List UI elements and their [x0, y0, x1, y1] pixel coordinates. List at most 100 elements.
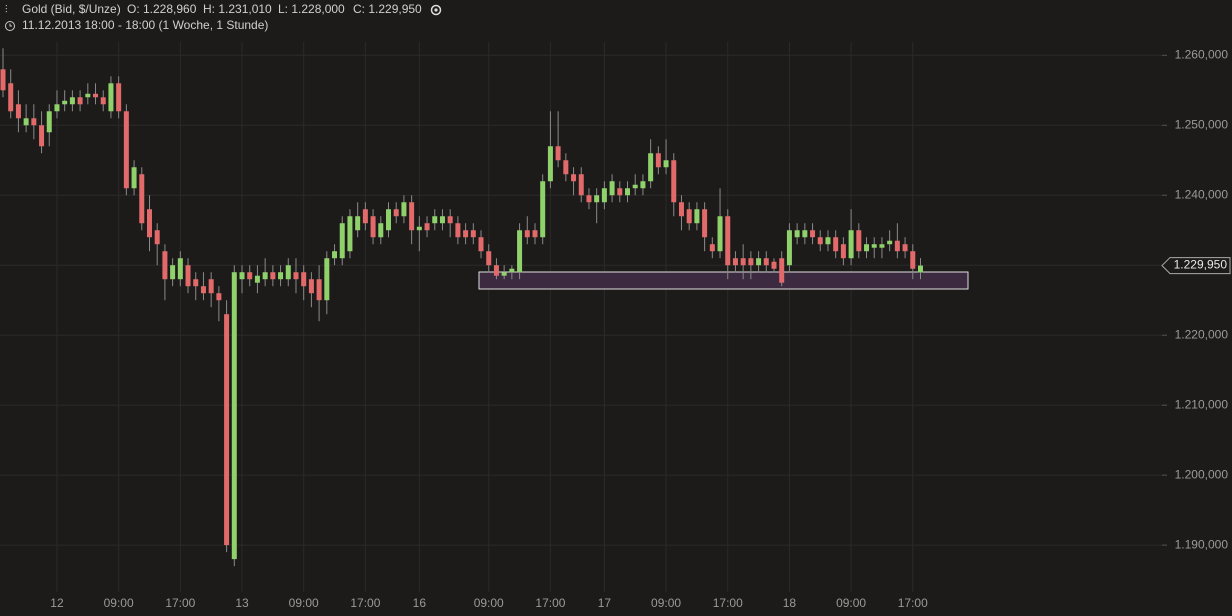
range-annotation: [478, 271, 969, 290]
candle-body: [432, 216, 438, 224]
y-tick-label: 1.260,000: [1175, 47, 1229, 61]
y-axis: 1.190,0001.200,0001.210,0001.220,0001.23…: [50, 47, 1231, 610]
candle-body: [77, 97, 83, 105]
settings-icon[interactable]: [430, 4, 442, 16]
candle-body: [177, 258, 183, 280]
candle-body: [93, 93, 99, 98]
candle-body: [763, 258, 769, 266]
header: ⫶ Gold (Bid, $/Unze) O: 1.228,960 H: 1.2…: [5, 2, 442, 32]
candle-body: [609, 181, 615, 196]
candle-body: [285, 265, 291, 280]
x-tick-label: 12: [50, 596, 64, 610]
candle-body: [640, 181, 646, 189]
candle-body: [540, 181, 546, 238]
x-tick-label: 17: [598, 596, 612, 610]
candle-body: [771, 261, 777, 269]
candle-body: [378, 223, 384, 238]
candle-body: [555, 146, 561, 161]
candle-body: [85, 93, 91, 98]
settings-icon-dot: [434, 8, 438, 12]
candle-body: [501, 272, 507, 276]
candle-body: [262, 272, 268, 280]
candle-body: [254, 275, 260, 283]
candle-body: [686, 209, 692, 224]
candle-body: [154, 230, 160, 245]
summary-open: O: 1.228,960: [127, 2, 197, 16]
candle-body: [848, 230, 854, 259]
y-tick-label: 1.220,000: [1175, 327, 1229, 341]
y-tick-label: 1.210,000: [1175, 397, 1229, 411]
candle-body: [131, 167, 137, 189]
candle-body: [709, 244, 715, 252]
candle-body: [794, 230, 800, 238]
y-tick-label: 1.200,000: [1175, 467, 1229, 481]
candle-body: [524, 230, 530, 238]
candle-body: [316, 279, 322, 301]
candle-body: [817, 237, 823, 245]
x-tick-label: 17:00: [713, 596, 743, 610]
candle-body: [478, 237, 484, 252]
x-tick-label: 13: [235, 596, 249, 610]
candle-body: [571, 174, 577, 182]
candle-body: [123, 111, 129, 189]
x-tick-label: 17:00: [535, 596, 565, 610]
candle-body: [648, 153, 654, 182]
candle-body: [23, 118, 29, 126]
candle-body: [278, 272, 284, 280]
x-tick-label: 09:00: [289, 596, 319, 610]
candle-body: [439, 216, 445, 224]
x-tick-label: 18: [783, 596, 797, 610]
summary-high: H: 1.231,010: [203, 2, 272, 16]
candle-body: [717, 216, 723, 252]
x-tick-label: 09:00: [836, 596, 866, 610]
candle-body: [170, 265, 176, 280]
candle-body: [655, 153, 661, 168]
candle-body: [802, 230, 808, 238]
candle-body: [54, 104, 60, 112]
candle-body: [517, 230, 523, 273]
candle-body: [694, 209, 700, 224]
candle-body: [15, 104, 21, 119]
candle-body: [39, 125, 45, 147]
candle-body: [532, 230, 538, 238]
candle-body: [563, 160, 569, 175]
x-tick-label: 09:00: [104, 596, 134, 610]
candle-body: [270, 272, 276, 280]
candle-body: [69, 97, 75, 105]
candle-body: [146, 209, 152, 238]
candle-body: [0, 69, 6, 91]
candle-body: [239, 272, 245, 280]
y-tick-label: 1.250,000: [1175, 117, 1229, 131]
candle-body: [46, 111, 52, 133]
candle-body: [162, 251, 168, 280]
candle-body: [748, 258, 754, 266]
candle-body: [332, 251, 338, 259]
summary-low: L: 1.228,000: [278, 2, 345, 16]
candle-body: [447, 216, 453, 224]
candle-body: [671, 160, 677, 203]
candle-body: [632, 184, 638, 189]
x-tick-label: 09:00: [474, 596, 504, 610]
candle-body: [347, 216, 353, 252]
candle-body: [825, 237, 831, 245]
candle-body: [470, 230, 476, 238]
candle-body: [625, 188, 631, 196]
x-tick-label: 09:00: [651, 596, 681, 610]
candle-body: [185, 265, 191, 287]
candle-body: [486, 251, 492, 266]
candle-body: [339, 223, 345, 259]
y-tick-label: 1.240,000: [1175, 187, 1229, 201]
candle-body: [871, 244, 877, 248]
candle-body: [247, 272, 253, 280]
candle-body: [324, 258, 330, 301]
chart-title: Gold (Bid, $/Unze): [22, 2, 121, 16]
candle-body: [416, 226, 422, 231]
candle-body: [370, 216, 376, 238]
candle-body: [902, 244, 908, 252]
candle-body: [62, 100, 68, 105]
candle-body: [493, 265, 499, 276]
summary-close: C: 1.229,950: [353, 2, 422, 16]
candle-body: [864, 244, 870, 252]
